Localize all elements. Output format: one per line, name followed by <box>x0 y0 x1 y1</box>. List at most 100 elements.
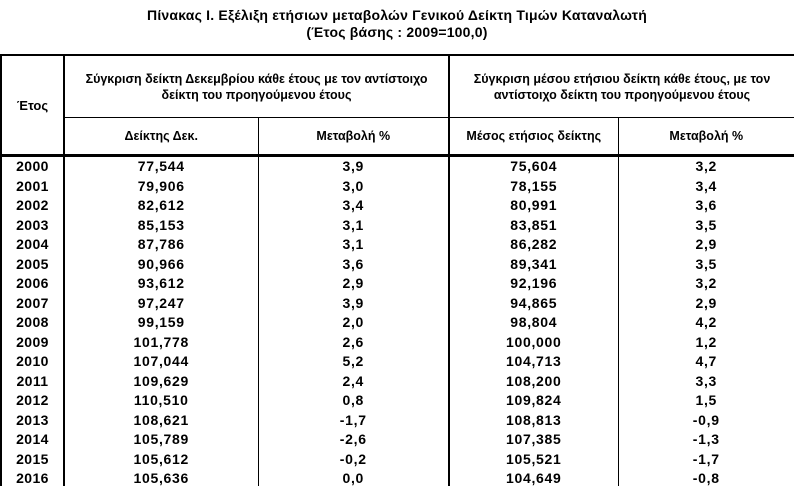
average-index-cell: 104,649 <box>449 469 619 486</box>
average-index-cell: 108,200 <box>449 371 619 391</box>
average-change-cell: 4,7 <box>695 353 718 369</box>
table-header: Έτος Σύγκριση δείκτη Δεκεμβρίου κάθε έτο… <box>1 55 794 157</box>
average-index-cell: 104,713 <box>449 352 619 372</box>
average-change-cell: 4,2 <box>695 314 718 330</box>
december-change-cell: 2,6 <box>258 332 451 352</box>
average-change-cell: 3,2 <box>695 158 718 174</box>
year-cell: 2002 <box>1 196 65 216</box>
year-cell: 2004 <box>1 235 65 255</box>
average-index-cell: 92,196 <box>449 274 619 294</box>
year-cell: 2015 <box>1 449 65 469</box>
december-change-cell: 0,8 <box>258 391 451 411</box>
year-cell: 2001 <box>1 176 65 196</box>
column-header-year: Έτος <box>1 55 65 157</box>
group-header-row: Έτος Σύγκριση δείκτη Δεκεμβρίου κάθε έτο… <box>1 55 794 157</box>
average-index-cell: 100,000 <box>449 332 619 352</box>
december-index-cell: 105,636 <box>64 469 259 486</box>
table-row: 2015 105,612 -0,2 105,521 -1,7 <box>1 449 794 469</box>
average-change-cell: 2,9 <box>695 294 718 311</box>
average-change-cell: 2,9 <box>695 236 718 252</box>
year-cell: 2000 <box>1 155 65 177</box>
year-cell: 2014 <box>1 430 65 450</box>
average-change-cell: -0,8 <box>692 470 720 486</box>
column-group-december-comparison: Σύγκριση δείκτη Δεκεμβρίου κάθε έτους με… <box>64 55 451 119</box>
average-index-cell: 83,851 <box>449 215 619 235</box>
title-block: Πίνακας Ι. Εξέλιξη ετήσιων μεταβολών Γεν… <box>0 0 794 40</box>
average-index-cell: 80,991 <box>449 196 619 216</box>
december-index-cell: 107,044 <box>64 352 259 372</box>
december-index-cell: 82,612 <box>64 196 259 216</box>
year-cell: 2007 <box>1 293 65 313</box>
average-index-cell: 78,155 <box>449 176 619 196</box>
table-row: 2004 87,786 3,1 86,282 2,9 <box>1 235 794 255</box>
average-index-cell: 109,824 <box>449 391 619 411</box>
table-row: 2013 108,621 -1,7 108,813 -0,9 <box>1 410 794 430</box>
average-change-cell: 1,2 <box>695 333 718 350</box>
december-index-cell: 87,786 <box>64 235 259 255</box>
column-header-december-index: Δείκτης Δεκ. <box>64 117 259 157</box>
page-title: Πίνακας Ι. Εξέλιξη ετήσιων μεταβολών Γεν… <box>147 7 647 23</box>
december-change-cell: 3,0 <box>258 176 451 196</box>
average-change-cell: -1,7 <box>692 450 720 467</box>
december-change-cell: -2,6 <box>258 430 451 450</box>
average-index-cell: 105,521 <box>449 449 619 469</box>
average-index-cell: 107,385 <box>449 430 619 450</box>
december-index-cell: 85,153 <box>64 215 259 235</box>
table-row: 2000 77,544 3,9 75,604 3,2 <box>1 155 794 177</box>
average-index-cell: 94,865 <box>449 293 619 313</box>
december-change-cell: 2,9 <box>258 274 451 294</box>
table-body: 2000 77,544 3,9 75,604 3,2 2001 79,906 3,0 78,15… <box>1 155 794 486</box>
december-change-cell: 2,0 <box>258 313 451 333</box>
average-index-cell: 89,341 <box>449 254 619 274</box>
table-row: 2007 97,247 3,9 94,865 2,9 <box>1 293 794 313</box>
year-cell: 2008 <box>1 313 65 333</box>
table-row: 2010 107,044 5,2 104,713 4,7 <box>1 352 794 372</box>
december-change-cell: 2,4 <box>258 371 451 391</box>
average-change-cell: 3,5 <box>695 216 718 233</box>
year-cell: 2013 <box>1 410 65 430</box>
year-cell: 2010 <box>1 352 65 372</box>
average-change-cell: 3,5 <box>695 255 718 272</box>
december-change-cell: 5,2 <box>258 352 451 372</box>
average-index-cell: 75,604 <box>449 155 619 177</box>
december-change-cell: 0,0 <box>258 469 451 486</box>
december-index-cell: 105,789 <box>64 430 259 450</box>
december-index-cell: 90,966 <box>64 254 259 274</box>
average-change-cell: 3,4 <box>695 177 718 194</box>
sub-header-row: Δείκτης Δεκ. Μεταβολή % Μέσος ετήσιος δε… <box>1 117 794 157</box>
table-row: 2009 101,778 2,6 100,000 1,2 <box>1 332 794 352</box>
table-row: 2001 79,906 3,0 78,155 3,4 <box>1 176 794 196</box>
year-cell: 2016 <box>1 469 65 486</box>
page-subtitle: (Έτος βάσης : 2009=100,0) <box>306 24 488 40</box>
december-index-cell: 79,906 <box>64 176 259 196</box>
december-index-cell: 97,247 <box>64 293 259 313</box>
december-change-cell: -1,7 <box>258 410 451 430</box>
cpi-table: Έτος Σύγκριση δείκτη Δεκεμβρίου κάθε έτο… <box>0 54 794 486</box>
average-change-cell: -1,3 <box>692 431 720 447</box>
table-row: 2005 90,966 3,6 89,341 3,5 <box>1 254 794 274</box>
average-change-cell: 1,5 <box>695 392 718 408</box>
december-index-cell: 77,544 <box>64 155 259 177</box>
december-change-cell: 3,1 <box>258 215 451 235</box>
average-index-cell: 108,813 <box>449 410 619 430</box>
december-index-cell: 101,778 <box>64 332 259 352</box>
table-row: 2002 82,612 3,4 80,991 3,6 <box>1 196 794 216</box>
average-change-cell: 3,6 <box>695 197 718 213</box>
december-index-cell: 105,612 <box>64 449 259 469</box>
table-row: 2003 85,153 3,1 83,851 3,5 <box>1 215 794 235</box>
december-index-cell: 99,159 <box>64 313 259 333</box>
december-change-cell: 3,1 <box>258 235 451 255</box>
table-row: 2014 105,789 -2,6 107,385 -1,3 <box>1 430 794 450</box>
average-change-cell: -0,9 <box>692 411 720 428</box>
december-index-cell: 108,621 <box>64 410 259 430</box>
table-row: 2016 105,636 0,0 104,649 -0,8 <box>1 469 794 486</box>
table-row: 2006 93,612 2,9 92,196 3,2 <box>1 274 794 294</box>
table-row: 2011 109,629 2,4 108,200 3,3 <box>1 371 794 391</box>
year-cell: 2011 <box>1 371 65 391</box>
december-change-cell: 3,9 <box>258 155 451 177</box>
average-index-cell: 86,282 <box>449 235 619 255</box>
december-change-cell: 3,4 <box>258 196 451 216</box>
december-index-cell: 109,629 <box>64 371 259 391</box>
column-group-annual-average-comparison: Σύγκριση μέσου ετήσιου δείκτη κάθε έτους… <box>449 55 794 119</box>
